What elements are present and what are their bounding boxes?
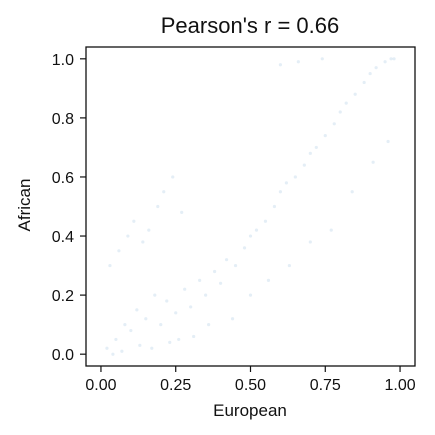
- scatter-point: [213, 269, 217, 274]
- scatter-point: [278, 190, 283, 194]
- scatter-point: [272, 204, 277, 209]
- scatter-point: [224, 258, 229, 262]
- scatter-point: [117, 249, 121, 253]
- scatter-point: [314, 145, 318, 150]
- scatter-point: [156, 204, 160, 209]
- scatter-point: [332, 122, 336, 126]
- scatter-point: [386, 139, 390, 144]
- x-tick-label: 0.00: [85, 377, 116, 394]
- scatter-point: [171, 175, 175, 179]
- scatter-point: [126, 234, 130, 238]
- scatter-point: [308, 151, 312, 155]
- scatter-point: [344, 101, 348, 105]
- scatter-point: [162, 190, 166, 194]
- scatter-point: [132, 219, 136, 223]
- scatter-point: [144, 317, 148, 321]
- x-axis: 0.00 0.25 0.50 0.75 1.00: [85, 366, 416, 394]
- scatter-point: [147, 228, 151, 232]
- scatter-point: [371, 160, 375, 164]
- scatter-point: [138, 343, 142, 347]
- scatter-point: [165, 299, 169, 303]
- x-tick-label: 1.00: [384, 377, 415, 394]
- scatter-point: [218, 281, 223, 285]
- scatter-point: [350, 190, 354, 194]
- scatter-point: [248, 293, 253, 297]
- scatter-point: [368, 71, 372, 76]
- scatter-point: [141, 240, 145, 244]
- x-axis-label: European: [213, 401, 287, 420]
- scatter-point: [177, 337, 181, 342]
- scatter-point: [123, 323, 127, 327]
- scatter-point: [308, 240, 312, 244]
- scatter-point: [338, 110, 342, 114]
- y-tick-label: 1.0: [52, 52, 74, 69]
- scatter-point: [302, 163, 306, 167]
- x-tick-label: 0.25: [160, 377, 191, 394]
- scatter-point: [183, 287, 187, 291]
- scatter-point: [278, 63, 283, 67]
- scatter-point: [296, 60, 300, 64]
- y-tick-label: 0.6: [52, 170, 74, 187]
- x-tick-label: 0.50: [235, 377, 266, 394]
- scatter-point: [150, 346, 154, 350]
- scatter-point: [320, 57, 324, 61]
- y-tick-label: 0.2: [52, 288, 74, 305]
- scatter-point: [383, 60, 387, 64]
- scatter-point: [153, 293, 157, 297]
- scatter-point: [189, 305, 193, 309]
- scatter-point: [362, 80, 366, 85]
- scatter-point: [242, 246, 247, 250]
- y-tick-label: 0.0: [52, 347, 74, 364]
- y-axis: 0.0 0.2 0.4 0.6 0.8 1.0: [52, 52, 86, 364]
- scatter-point: [392, 57, 396, 61]
- scatter-point: [254, 228, 259, 232]
- scatter-point: [198, 278, 202, 282]
- y-tick-label: 0.4: [52, 229, 74, 246]
- scatter-point: [284, 181, 288, 185]
- scatter-point: [374, 66, 378, 70]
- chart-title: Pearson's r = 0.66: [161, 13, 339, 38]
- scatter-point: [323, 134, 327, 138]
- scatter-point: [207, 323, 211, 327]
- plot-frame: [85, 46, 416, 367]
- scatter-point: [248, 234, 253, 238]
- scatter-point: [287, 263, 291, 268]
- scatter-point: [120, 349, 124, 353]
- scatter-point: [204, 293, 208, 297]
- scatter-point: [129, 328, 133, 333]
- scatter-point: [293, 175, 297, 179]
- scatter-point: [266, 278, 271, 282]
- scatter-point: [105, 346, 109, 350]
- scatter-point: [174, 311, 178, 315]
- scatter-point: [159, 323, 163, 327]
- scatter-point: [233, 263, 238, 268]
- x-tick-label: 0.75: [310, 377, 341, 394]
- scatter-point: [114, 337, 118, 342]
- scatter-point: [111, 352, 115, 356]
- scatter-point: [108, 263, 112, 268]
- y-tick-label: 0.8: [52, 111, 74, 128]
- scatter-point: [353, 92, 357, 96]
- scatter-point: [263, 219, 268, 223]
- y-axis-label: African: [15, 179, 34, 232]
- scatter-point: [168, 340, 172, 344]
- scatter-point: [230, 317, 235, 321]
- scatter-point: [192, 334, 196, 339]
- scatter-point: [329, 228, 333, 232]
- scatter-point: [180, 210, 184, 215]
- scatter-point: [389, 57, 393, 61]
- scatter-point: [135, 308, 139, 312]
- scatter-points: [105, 57, 396, 356]
